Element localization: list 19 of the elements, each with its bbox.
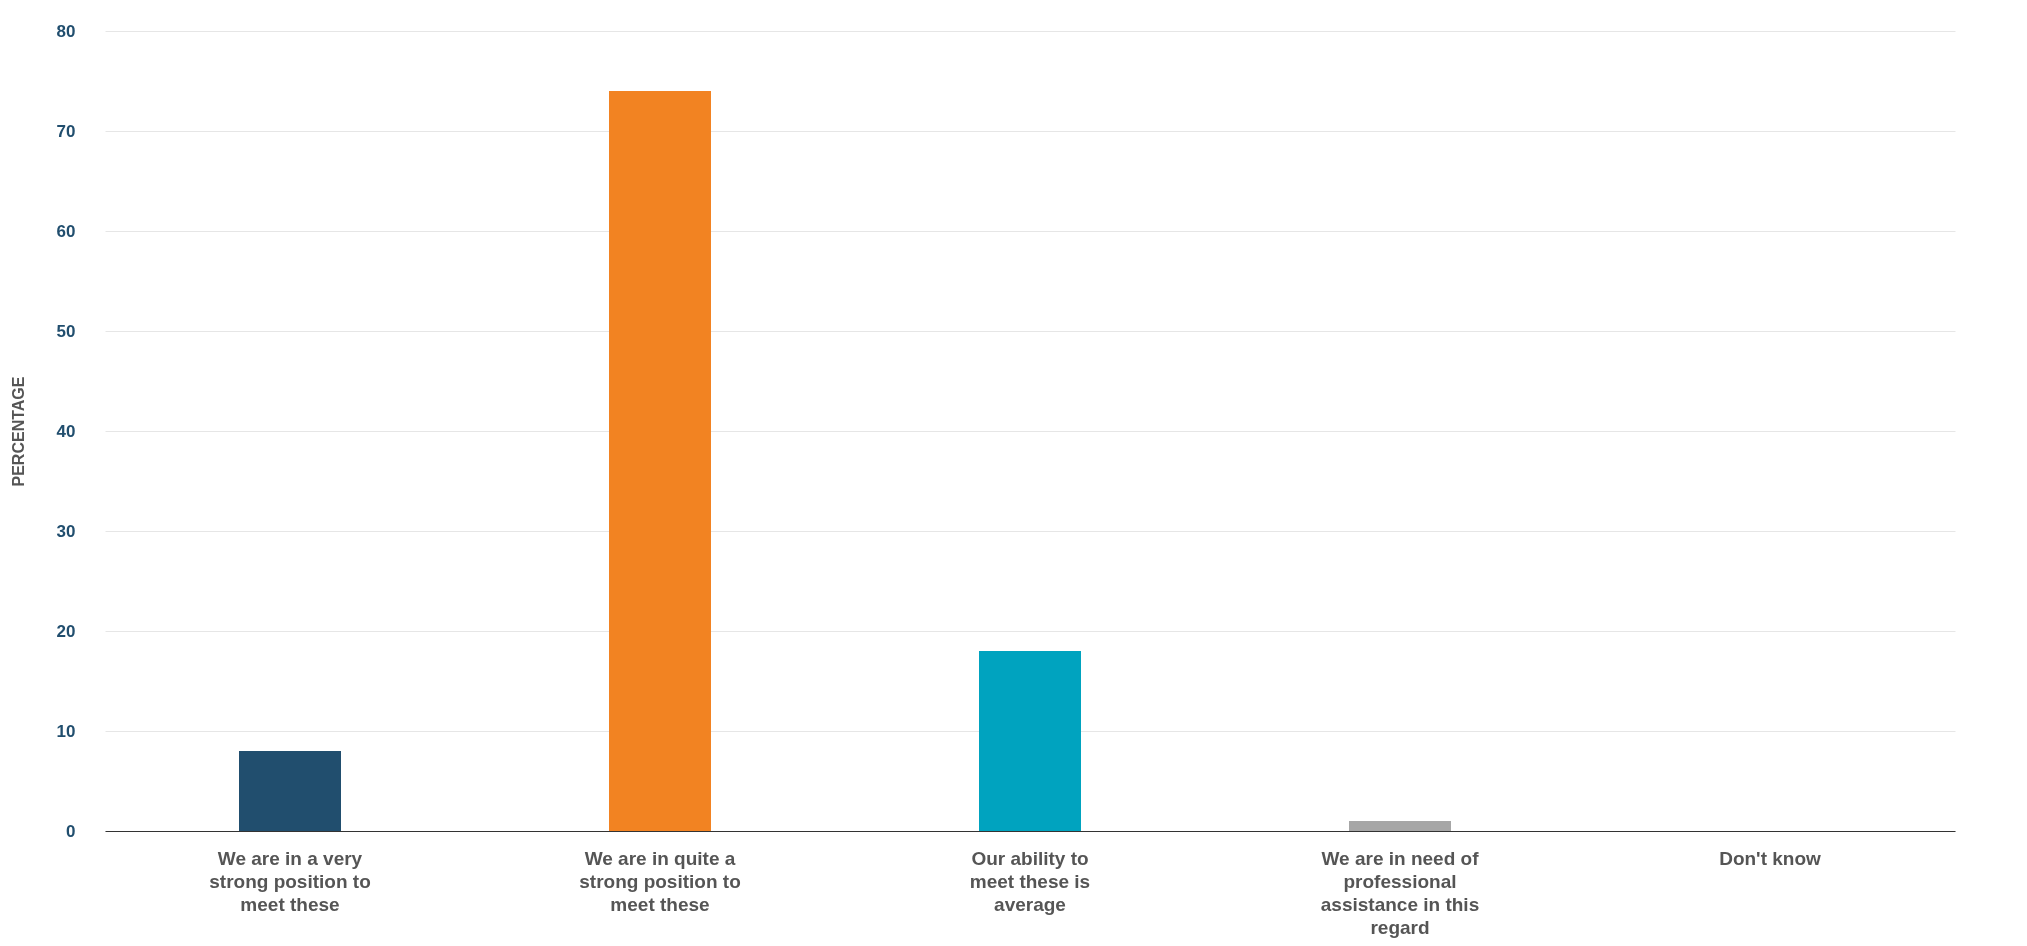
bar [1349,821,1451,831]
bar [239,751,341,831]
x-tick-label: Don't know [1719,847,1822,869]
bar [609,91,711,831]
y-tick-label: 60 [56,221,76,241]
y-tick-label: 70 [56,121,76,141]
y-tick-label: 20 [56,621,76,641]
y-tick-label: 0 [66,821,76,841]
x-tick-label: We are in quite a strong position to meet these [579,847,741,915]
y-tick-label: 80 [56,21,76,41]
y-tick-label: 10 [56,721,76,741]
bar [979,651,1081,831]
x-tick-label: Our ability to meet these is average [969,847,1091,915]
y-tick-label: 40 [56,421,76,441]
y-tick-label: 50 [56,321,76,341]
x-tick-label: We are in need of professional assistance in this regard [1320,847,1480,938]
x-tick-label: We are in a very strong position to meet these [209,847,371,915]
y-axis-title: PERCENTAGE [9,376,27,487]
y-tick-label: 30 [56,521,76,541]
